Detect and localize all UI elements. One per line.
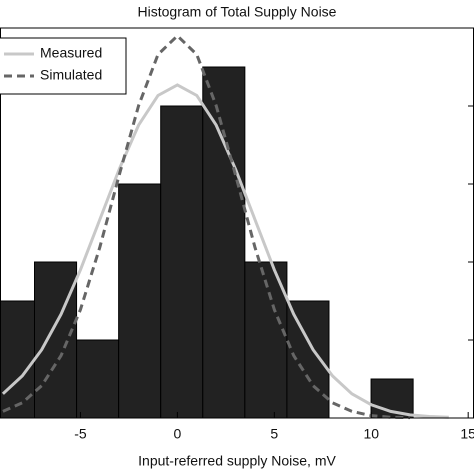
bar — [160, 105, 204, 419]
bar — [34, 261, 78, 419]
x-tick-label: 5 — [270, 426, 278, 442]
bar — [118, 183, 162, 419]
x-axis-label: Input-referred supply Noise, mV — [138, 453, 336, 469]
curve — [2, 33, 411, 420]
legend-label: Simulated — [40, 67, 102, 83]
x-tick-label: 10 — [363, 426, 379, 442]
bar — [76, 339, 120, 419]
chart-title: Histogram of Total Supply Noise — [138, 4, 337, 20]
bar — [202, 66, 246, 419]
bar — [0, 300, 36, 419]
bar — [244, 261, 288, 419]
bar — [286, 300, 330, 419]
legend-box — [0, 37, 127, 95]
x-tick-label: 15 — [460, 426, 474, 442]
x-tick-label: -5 — [74, 426, 87, 442]
x-tick-label: 0 — [173, 426, 181, 442]
curve — [1, 83, 449, 419]
legend-label: Measured — [40, 45, 102, 61]
